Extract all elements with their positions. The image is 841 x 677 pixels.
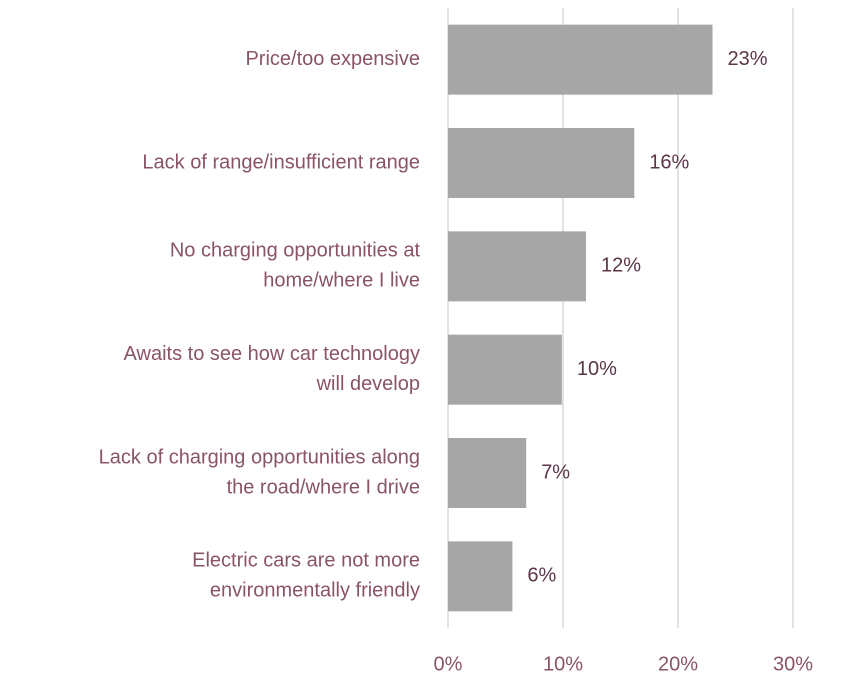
y-tick-label: the road/where I drive [227, 476, 420, 498]
y-tick-label: will develop [316, 373, 420, 395]
data-label: 10% [577, 358, 617, 380]
bar [448, 334, 562, 405]
bar [448, 24, 713, 95]
bar [448, 128, 635, 198]
x-tick-label: 20% [658, 653, 698, 675]
data-label: 12% [601, 255, 641, 277]
data-label: 6% [527, 565, 556, 587]
bar [448, 438, 527, 508]
data-label: 7% [541, 461, 570, 483]
y-tick-label: Lack of charging opportunities along [99, 446, 420, 468]
data-label: 23% [728, 48, 768, 70]
y-tick-label: environmentally friendly [210, 580, 420, 602]
y-tick-label: Electric cars are not more [192, 550, 420, 572]
x-tick-label: 30% [773, 653, 813, 675]
x-tick-label: 10% [543, 653, 583, 675]
y-tick-label: home/where I live [263, 270, 420, 292]
bar [448, 541, 513, 612]
y-tick-label: Awaits to see how car technology [124, 343, 420, 365]
y-tick-label: Lack of range/insufficient range [142, 151, 420, 173]
y-tick-label: Price/too expensive [245, 48, 420, 70]
x-tick-label: 0% [434, 653, 463, 675]
y-tick-label: No charging opportunities at [170, 240, 421, 262]
bar [448, 231, 586, 302]
data-label: 16% [649, 151, 689, 173]
